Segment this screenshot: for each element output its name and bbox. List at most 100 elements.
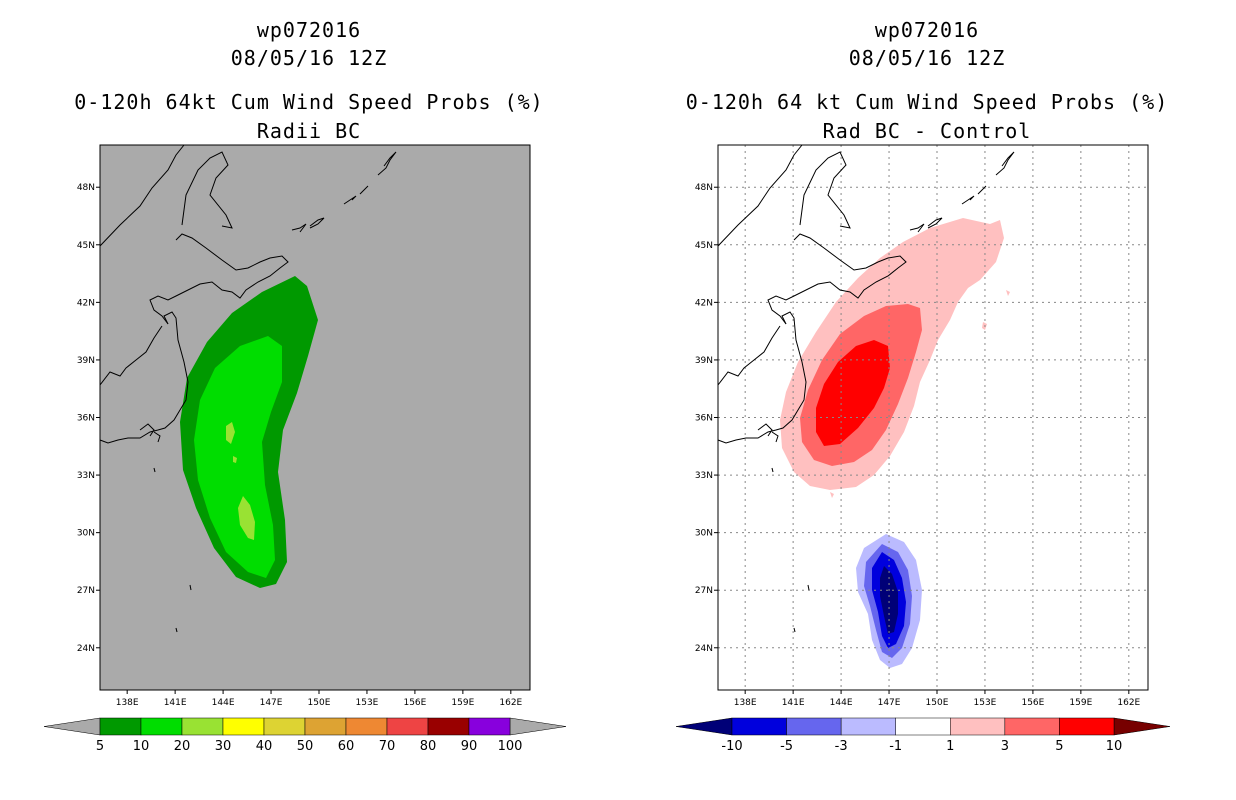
y-tick-label: 24N	[77, 644, 95, 654]
x-tick-label: 150E	[308, 698, 331, 708]
colorbar-label: 5	[96, 739, 104, 754]
colorbar-swatch	[895, 717, 951, 736]
chart-title: 0-120h 64kt Cum Wind Speed Probs (%)	[74, 90, 544, 114]
colorbar-label: 80	[420, 739, 437, 754]
x-tick-label: 141E	[782, 698, 805, 708]
colorbar-label: 60	[338, 739, 355, 754]
contour-plus5	[816, 340, 890, 446]
map-background	[100, 145, 530, 690]
colorbar-swatch	[181, 717, 224, 736]
difference-map: 138E 141E 144E 147E 150E 153E 156E 159E 162E 48N 4…	[675, 144, 1171, 754]
x-tick-label: 159E	[1069, 698, 1092, 708]
x-tick-label: 144E	[212, 698, 235, 708]
colorbar-swatch	[345, 717, 388, 736]
colorbar-label: -3	[835, 739, 848, 754]
y-tick-label: 30N	[695, 529, 713, 539]
colorbar-high-arrow	[1113, 717, 1171, 736]
colorbar-swatch	[427, 717, 470, 736]
x-tick-label: 162E	[499, 698, 522, 708]
contour-plus1-speck-b	[1006, 290, 1010, 296]
x-tick-label: 156E	[1021, 698, 1044, 708]
colorbar-low-arrow	[675, 717, 733, 736]
colorbar-label: 5	[1055, 739, 1063, 754]
y-tick-label: 48N	[695, 183, 713, 193]
colorbar-label: -1	[889, 739, 902, 754]
y-tick-label: 39N	[695, 356, 713, 366]
difference-contours	[780, 218, 1010, 668]
lat-lon-grid	[718, 145, 1148, 690]
forecast-datetime: 08/05/16 12Z	[230, 46, 388, 70]
colorbar-label: 10	[133, 739, 150, 754]
x-tick-label: 147E	[260, 698, 283, 708]
chart-subtitle: Rad BC - Control	[822, 119, 1032, 143]
y-tick-label: 27N	[77, 586, 95, 596]
radii-bc-map: 138E 141E 144E 147E 150E 153E 156E 159E 162E 48N 4…	[43, 144, 567, 754]
colorbar-label: 50	[297, 739, 314, 754]
contour-plus1-speck-c	[830, 492, 834, 498]
axis-ticks: 138E 141E 144E 147E 150E 153E 156E 159E 162E 48N 4…	[695, 183, 1141, 708]
y-tick-label: 39N	[77, 356, 95, 366]
colorbar-label: -10	[721, 739, 742, 754]
y-tick-label: 45N	[695, 241, 713, 251]
x-tick-label: 141E	[164, 698, 187, 708]
colorbar-swatch	[99, 717, 142, 736]
colorbar-swatch	[386, 717, 429, 736]
y-tick-label: 48N	[77, 183, 95, 193]
colorbar-low-arrow	[43, 717, 101, 736]
x-tick-label: 159E	[451, 698, 474, 708]
x-tick-label: 162E	[1117, 698, 1140, 708]
colorbar-swatch	[731, 717, 787, 736]
storm-id: wp072016	[874, 18, 980, 42]
y-tick-label: 27N	[695, 586, 713, 596]
coastlines	[99, 144, 397, 633]
colorbar-swatch	[140, 717, 183, 736]
colorbar-label: 1	[946, 739, 954, 754]
y-tick-label: 24N	[695, 644, 713, 654]
contour-10pct	[194, 336, 282, 578]
panel-rad-bc-minus-control: wp072016 08/05/16 12Z 0-120h 64 kt Cum W…	[618, 0, 1236, 800]
y-tick-label: 42N	[77, 298, 95, 308]
x-tick-label: 138E	[116, 698, 139, 708]
x-tick-label: 147E	[878, 698, 901, 708]
colorbar-label: 10	[1106, 739, 1123, 754]
x-tick-label: 150E	[926, 698, 949, 708]
storm-id: wp072016	[256, 18, 362, 42]
y-tick-label: 45N	[77, 241, 95, 251]
y-tick-label: 30N	[77, 529, 95, 539]
chart-title: 0-120h 64 kt Cum Wind Speed Probs (%)	[685, 90, 1169, 114]
colorbar-label: 20	[174, 739, 191, 754]
colorbar-label: 90	[461, 739, 478, 754]
colorbar-label: 70	[379, 739, 396, 754]
colorbar-swatch	[1004, 717, 1060, 736]
contour-20pct-speck	[233, 456, 237, 463]
axis-ticks: 138E 141E 144E 147E 150E 153E 156E 159E 162E 48N 4…	[77, 183, 523, 708]
colorbar-swatch	[263, 717, 306, 736]
colorbar-label: 100	[498, 739, 523, 754]
colorbar-label: -5	[780, 739, 793, 754]
colorbar-label: 3	[1001, 739, 1009, 754]
contour-minus10	[880, 566, 898, 634]
colorbar-swatch	[786, 717, 842, 736]
y-tick-label: 42N	[695, 298, 713, 308]
colorbar-swatch	[840, 717, 896, 736]
panel-radii-bc: wp072016 08/05/16 12Z 0-120h 64kt Cum Wi…	[43, 18, 567, 754]
colorbar: -10 -5 -3 -1 1 3 5 10	[675, 717, 1171, 754]
x-tick-label: 153E	[974, 698, 997, 708]
x-tick-label: 138E	[734, 698, 757, 708]
colorbar-label: 30	[215, 739, 232, 754]
colorbar-high-arrow	[509, 717, 567, 736]
x-tick-label: 156E	[403, 698, 426, 708]
y-tick-label: 36N	[77, 414, 95, 424]
probability-contours	[180, 276, 318, 588]
x-tick-label: 153E	[356, 698, 379, 708]
colorbar-swatch	[304, 717, 347, 736]
y-tick-label: 33N	[695, 471, 713, 481]
y-tick-label: 36N	[695, 414, 713, 424]
y-tick-label: 33N	[77, 471, 95, 481]
contour-20pct-south	[238, 496, 255, 540]
colorbar-swatch	[468, 717, 511, 736]
colorbar-swatch	[222, 717, 265, 736]
colorbar-label: 40	[256, 739, 273, 754]
colorbar: 5 10 20 30 40 50 60 70 80 90 100	[43, 717, 567, 754]
coastlines	[717, 144, 1015, 633]
